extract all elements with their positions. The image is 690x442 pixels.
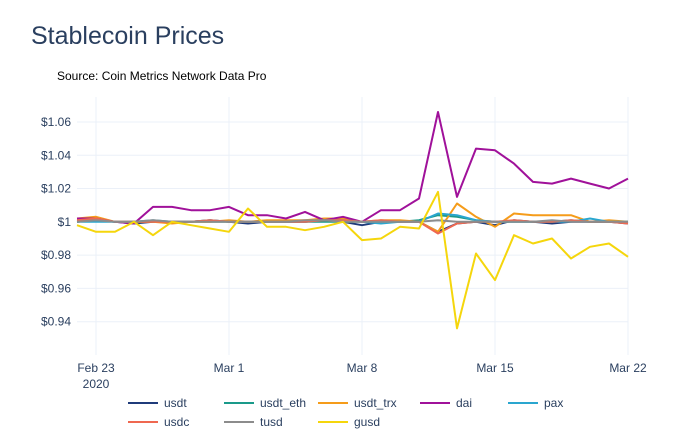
y-tick-label: $0.94 xyxy=(41,315,71,329)
grid-lines xyxy=(77,97,629,355)
y-tick-label: $1.02 xyxy=(41,182,71,196)
x-tick-label: Feb 23 xyxy=(77,361,115,375)
series-line-dai xyxy=(77,111,629,225)
x-axis-ticks: Feb 23 2020 Mar 1 Mar 8 Mar 15 Mar 22 xyxy=(77,361,647,391)
y-tick-label: $0.96 xyxy=(41,281,71,295)
legend-item-dai[interactable]: dai xyxy=(420,396,472,410)
legend-item-gusd[interactable]: gusd xyxy=(318,415,380,429)
legend-item-tusd[interactable]: tusd xyxy=(224,415,283,429)
x-tick-label: Mar 15 xyxy=(476,361,514,375)
legend-label: dai xyxy=(456,396,472,410)
x-tick-label: Mar 1 xyxy=(214,361,245,375)
legend: usdt usdt_eth usdt_trx dai pax usdc tusd gusd xyxy=(128,396,563,429)
legend-label: gusd xyxy=(354,415,380,429)
legend-item-usdt[interactable]: usdt xyxy=(128,396,187,410)
legend-label: usdc xyxy=(164,415,189,429)
legend-item-pax[interactable]: pax xyxy=(508,396,563,410)
series-line-gusd xyxy=(76,190,629,330)
legend-item-usdt_eth[interactable]: usdt_eth xyxy=(224,396,306,410)
series-line-tusd xyxy=(76,219,628,223)
series-lines xyxy=(76,111,629,330)
x-tick-label: Mar 8 xyxy=(347,361,378,375)
chart-subtitle: Source: Coin Metrics Network Data Pro xyxy=(57,69,267,83)
y-tick-label: $1.04 xyxy=(41,148,71,162)
x-tick-sublabel: 2020 xyxy=(83,377,110,391)
chart-title: Stablecoin Prices xyxy=(31,22,225,50)
legend-label: usdt_trx xyxy=(354,396,397,410)
y-tick-label: $1 xyxy=(58,215,72,229)
y-axis-ticks: $0.94 $0.96 $0.98 $1 $1.02 $1.04 $1.06 xyxy=(41,115,71,329)
legend-item-usdt_trx[interactable]: usdt_trx xyxy=(318,396,397,410)
x-tick-label: Mar 22 xyxy=(609,361,647,375)
legend-label: usdt_eth xyxy=(260,396,306,410)
legend-label: tusd xyxy=(260,415,283,429)
y-tick-label: $0.98 xyxy=(41,248,71,262)
legend-item-usdc[interactable]: usdc xyxy=(128,415,189,429)
legend-label: usdt xyxy=(164,396,187,410)
y-tick-label: $1.06 xyxy=(41,115,71,129)
legend-label: pax xyxy=(544,396,563,410)
